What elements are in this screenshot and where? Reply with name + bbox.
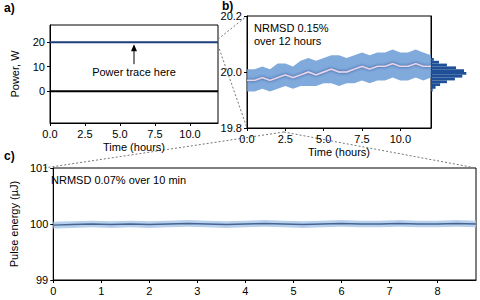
svg-text:3: 3 — [194, 285, 200, 297]
svg-text:Power trace here: Power trace here — [92, 66, 176, 78]
svg-text:10.0: 10.0 — [179, 128, 200, 140]
svg-text:0.0: 0.0 — [239, 133, 254, 145]
svg-text:99: 99 — [36, 274, 48, 286]
svg-text:8: 8 — [435, 285, 441, 297]
svg-text:2.5: 2.5 — [278, 133, 293, 145]
svg-text:10: 10 — [33, 61, 45, 73]
svg-text:1: 1 — [98, 285, 104, 297]
svg-text:7.5: 7.5 — [147, 128, 162, 140]
svg-text:20.0: 20.0 — [221, 66, 242, 78]
svg-text:101: 101 — [30, 162, 48, 174]
svg-text:100: 100 — [30, 218, 48, 230]
svg-text:a): a) — [4, 1, 15, 15]
svg-text:0: 0 — [50, 285, 56, 297]
svg-text:20: 20 — [33, 36, 45, 48]
svg-text:Time (hours): Time (hours) — [103, 141, 165, 153]
svg-text:NRMSD 0.15%: NRMSD 0.15% — [254, 22, 329, 34]
svg-text:Time (hours): Time (hours) — [308, 146, 370, 158]
svg-text:7: 7 — [386, 285, 392, 297]
svg-text:20.2: 20.2 — [221, 10, 242, 22]
svg-text:Pulse energy (µJ): Pulse energy (µJ) — [8, 181, 20, 267]
svg-text:over 12 hours: over 12 hours — [254, 35, 322, 47]
svg-text:5.0: 5.0 — [112, 128, 127, 140]
svg-text:7.5: 7.5 — [354, 133, 369, 145]
svg-text:5: 5 — [290, 285, 296, 297]
svg-text:4: 4 — [242, 285, 248, 297]
svg-text:10.0: 10.0 — [390, 133, 411, 145]
svg-text:0: 0 — [39, 85, 45, 97]
svg-text:NRMSD 0.07% over 10 min: NRMSD 0.07% over 10 min — [51, 174, 186, 186]
svg-text:Power, W: Power, W — [9, 50, 21, 98]
svg-text:19.8: 19.8 — [220, 122, 242, 134]
svg-text:2: 2 — [146, 285, 152, 297]
svg-text:c): c) — [4, 149, 15, 163]
svg-text:0.0: 0.0 — [42, 128, 57, 140]
svg-text:5.0: 5.0 — [316, 133, 331, 145]
svg-text:6: 6 — [338, 285, 344, 297]
svg-text:2.5: 2.5 — [77, 128, 92, 140]
